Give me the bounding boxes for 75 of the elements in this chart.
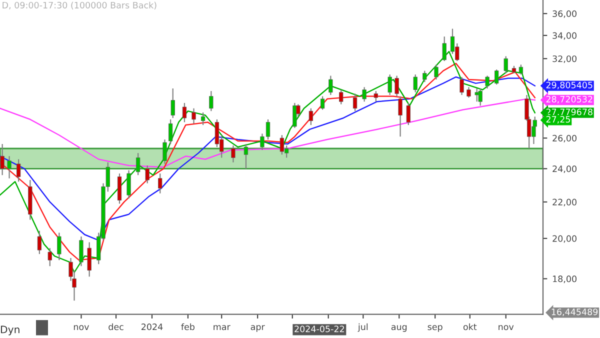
candlestick: [158, 172, 162, 194]
candlestick: [362, 86, 366, 102]
candlestick: [485, 75, 490, 90]
annotation: 28,720532: [546, 96, 592, 104]
candlestick: [374, 90, 378, 102]
candlestick: [504, 56, 508, 74]
candlestick: [126, 170, 131, 200]
x-tick-label: okt: [463, 323, 477, 330]
annotation: 27,779678: [546, 108, 592, 116]
candlestick: [308, 108, 314, 126]
candlestick: [0, 143, 4, 176]
candlestick: [57, 232, 62, 261]
text: Dyn: [0, 326, 20, 336]
candlestick: [162, 138, 167, 164]
y-tick-label: 24,00: [552, 166, 576, 174]
candlestick: [478, 88, 482, 106]
candlestick: [442, 36, 446, 62]
line-series: [0, 98, 536, 168]
candlestick: [388, 74, 392, 96]
candlestick: [182, 102, 187, 123]
candlestick: [244, 143, 248, 170]
candlestick: [231, 144, 236, 163]
x-tick-label: mar: [214, 325, 230, 330]
candlestick: [339, 89, 344, 105]
x-tick-label: apr: [250, 325, 265, 332]
candlestick: [413, 74, 418, 93]
candlestick: [494, 68, 499, 86]
candlestick: [328, 75, 333, 96]
candlestick: [145, 164, 150, 184]
y-tick-label: 20,00: [552, 235, 576, 243]
candlestick: [474, 88, 479, 102]
candlestick: [320, 96, 325, 110]
candlestick: [48, 248, 52, 267]
candlestick: [434, 64, 438, 80]
candlestick: [117, 172, 122, 204]
chart-title: D, 09:00-17:30 (100000 Bars Back): [2, 2, 156, 10]
candlestick: [406, 102, 410, 126]
x-tick-label: dec: [108, 323, 124, 330]
candlestick: [37, 230, 42, 255]
y-tick-label: 18,00: [552, 276, 576, 284]
annotation: 27,25: [546, 116, 570, 124]
candlestick: [394, 75, 399, 97]
candlestick: [87, 242, 92, 278]
candlestick: [209, 90, 214, 112]
candlestick: [518, 64, 524, 76]
x-tick-label: nov: [74, 325, 89, 330]
candlestick: [398, 96, 402, 138]
candlestick: [352, 93, 358, 112]
x-tick-label: 2024: [142, 324, 163, 330]
line-series: [0, 76, 536, 241]
x-tick-label: feb: [181, 323, 194, 330]
candlestick: [422, 70, 427, 83]
x-tick-label: jul: [358, 323, 368, 332]
candlestick: [168, 118, 173, 145]
candlestick: [7, 156, 12, 179]
x-tick-label: aug: [391, 325, 407, 332]
candlestick: [466, 86, 471, 98]
annotation: 29,805405: [546, 82, 592, 90]
text: 16,445489: [552, 308, 598, 316]
y-tick-label: 32,00: [552, 55, 576, 63]
candlestick: [170, 88, 175, 119]
candlestick: [136, 152, 140, 176]
candlestick: [460, 76, 464, 96]
candlestick: [79, 236, 84, 267]
y-tick-label: 22,00: [552, 198, 576, 206]
x-tick-label: sep: [428, 325, 442, 332]
candlestick: [292, 102, 297, 128]
candlestick: [16, 158, 21, 182]
candlestick: [200, 112, 206, 126]
text: 2024-05-22: [294, 326, 344, 332]
y-tick-label: 36,00: [552, 10, 576, 18]
x-tick-label: nov: [498, 325, 514, 330]
y-tick-label: 34,00: [552, 32, 576, 40]
y-tick-label: 26,00: [552, 134, 576, 142]
candlestick: [192, 108, 196, 124]
